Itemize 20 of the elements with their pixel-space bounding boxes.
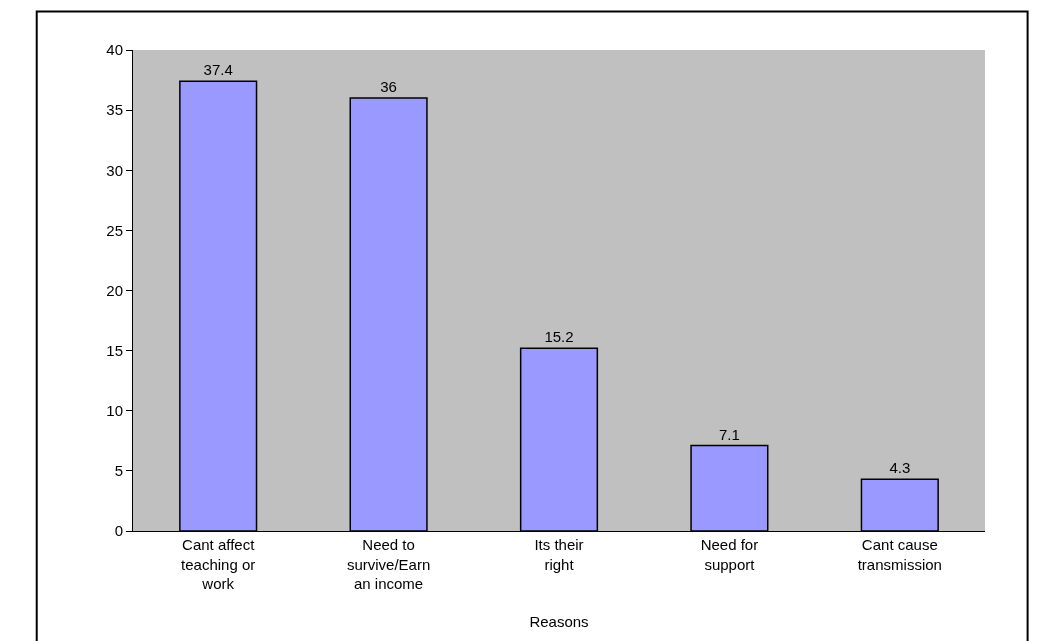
y-tick-label: 5 [114,462,123,480]
x-tick-label: Cant affect teaching or work [181,536,256,592]
y-tick-label: 35 [106,101,123,119]
y-tick-label: 15 [106,341,123,359]
y-tick-label: 0 [114,522,123,540]
x-tick-label: Cant cause transmission [857,536,942,573]
data-label: 7.1 [718,425,740,443]
x-tick-label: Its their right [534,536,584,573]
y-tick-label: 30 [106,161,123,179]
y-tick-label: 40 [106,41,123,59]
y-tick-label: 10 [106,402,123,419]
data-label: 36 [380,78,397,96]
y-tick-label: 20 [106,281,123,299]
x-axis-title: Reasons [529,613,589,630]
x-tick-label: Need for support [700,536,759,573]
x-tick-label: Need to survive/Earn an income [346,536,431,592]
data-label: 4.3 [889,459,911,477]
data-label: 37.4 [203,61,233,79]
data-label: 15.2 [544,328,574,346]
y-tick-label: 25 [106,221,123,239]
